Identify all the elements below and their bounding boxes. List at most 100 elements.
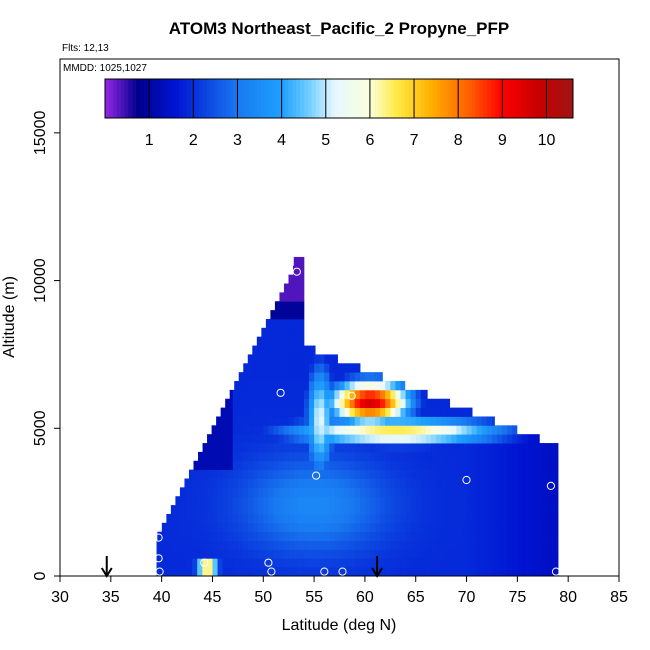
heatmap-cell <box>466 460 473 471</box>
heatmap-cell <box>171 549 178 559</box>
heatmap-cell <box>385 451 391 462</box>
heatmap-cell <box>354 460 361 471</box>
heatmap-cell <box>283 363 290 373</box>
colorbar-swatch <box>229 79 235 118</box>
heatmap-cell <box>420 443 427 453</box>
heatmap-cell <box>283 469 290 479</box>
heatmap-cell <box>527 567 534 577</box>
heatmap-cell <box>344 478 351 488</box>
heatmap-cell <box>486 434 493 444</box>
heatmap-cell <box>380 487 386 497</box>
colorbar-swatch <box>557 79 562 118</box>
heatmap-cell <box>507 505 513 515</box>
heatmap-cell <box>324 469 330 479</box>
heatmap-cell <box>181 549 188 559</box>
heatmap-cell <box>222 407 229 417</box>
heatmap-cell <box>237 451 244 462</box>
heatmap-cell <box>420 469 427 479</box>
heatmap-cell <box>227 460 234 471</box>
heatmap-cell <box>385 389 391 400</box>
heatmap-cell <box>400 558 406 568</box>
heatmap-cell <box>314 540 320 550</box>
heatmap-cell <box>309 434 315 444</box>
heatmap-cell <box>486 531 493 541</box>
heatmap-cell <box>181 513 188 524</box>
heatmap-cell <box>507 540 513 550</box>
heatmap-cell <box>192 505 198 515</box>
heatmap-cell <box>242 443 249 453</box>
heatmap-cell <box>497 478 503 488</box>
heatmap-cell <box>248 372 254 382</box>
heatmap-cell <box>446 531 452 541</box>
sample-point <box>312 471 321 480</box>
colorbar-tick-label: 4 <box>277 132 286 149</box>
heatmap-cell <box>451 443 457 453</box>
heatmap-cell <box>263 460 269 471</box>
heatmap-cell <box>263 531 269 541</box>
heatmap-cell <box>512 451 518 462</box>
heatmap-cell <box>222 531 229 541</box>
heatmap-cell <box>181 487 188 497</box>
heatmap-cell <box>329 540 335 550</box>
heatmap-cell <box>217 513 224 524</box>
heatmap-cell <box>552 478 559 488</box>
heatmap-cell <box>188 469 193 479</box>
heatmap-cell <box>273 381 279 391</box>
heatmap-cell <box>354 531 361 541</box>
heatmap-cell <box>263 372 269 382</box>
colorbar-swatch <box>257 79 262 118</box>
heatmap-cell <box>232 522 239 533</box>
heatmap-cell <box>502 505 508 515</box>
heatmap-cell <box>309 478 315 488</box>
heatmap-cell <box>349 460 356 471</box>
colorbar-tick-label: 2 <box>189 132 198 149</box>
heatmap-cell <box>400 505 406 515</box>
heatmap-cell <box>263 469 269 479</box>
heatmap-cell <box>324 398 330 408</box>
sample-point <box>347 391 356 400</box>
heatmap-cell <box>425 398 432 408</box>
heatmap-cell <box>263 398 269 408</box>
heatmap-cell <box>537 434 540 444</box>
heatmap-cell <box>303 451 310 462</box>
heatmap-cell <box>436 416 442 426</box>
heatmap-cell <box>202 531 208 541</box>
heatmap-cell <box>334 487 340 497</box>
heatmap-cell <box>268 425 274 435</box>
heatmap-cell <box>395 549 401 559</box>
colorbar-swatch <box>459 79 465 118</box>
heatmap-cell <box>369 522 376 533</box>
heatmap-cell <box>486 443 493 453</box>
heatmap-cell <box>283 292 290 302</box>
heatmap-cell <box>436 522 442 533</box>
heatmap-cell <box>400 496 406 506</box>
heatmap-cell <box>253 513 259 524</box>
heatmap-cell <box>197 505 203 515</box>
x-tick-label: 40 <box>153 589 171 606</box>
heatmap-cell <box>283 354 290 364</box>
heatmap-cell <box>369 451 376 462</box>
heatmap-cell <box>192 487 198 497</box>
heatmap-cell <box>202 469 208 479</box>
heatmap-cell <box>253 567 259 577</box>
heatmap-cell <box>227 478 234 488</box>
heatmap-cell <box>507 425 513 435</box>
heatmap-cell <box>456 513 462 524</box>
heatmap-cell <box>298 256 305 267</box>
heatmap-cell <box>385 505 391 515</box>
heatmap-cell <box>222 460 229 471</box>
heatmap-cell <box>461 513 467 524</box>
colorbar-swatch <box>498 79 504 118</box>
heatmap-cell <box>400 416 406 426</box>
heatmap-cell <box>364 549 371 559</box>
heatmap-cell <box>512 505 518 515</box>
heatmap-cell <box>248 469 254 479</box>
heatmap-cell <box>385 567 391 577</box>
heatmap-cell <box>436 558 442 568</box>
heatmap-cell <box>390 522 396 533</box>
heatmap-cell <box>273 451 279 462</box>
heatmap-cell <box>512 487 518 497</box>
heatmap-cell <box>227 540 234 550</box>
heatmap-cell <box>486 549 493 559</box>
heatmap-cell <box>395 407 401 417</box>
